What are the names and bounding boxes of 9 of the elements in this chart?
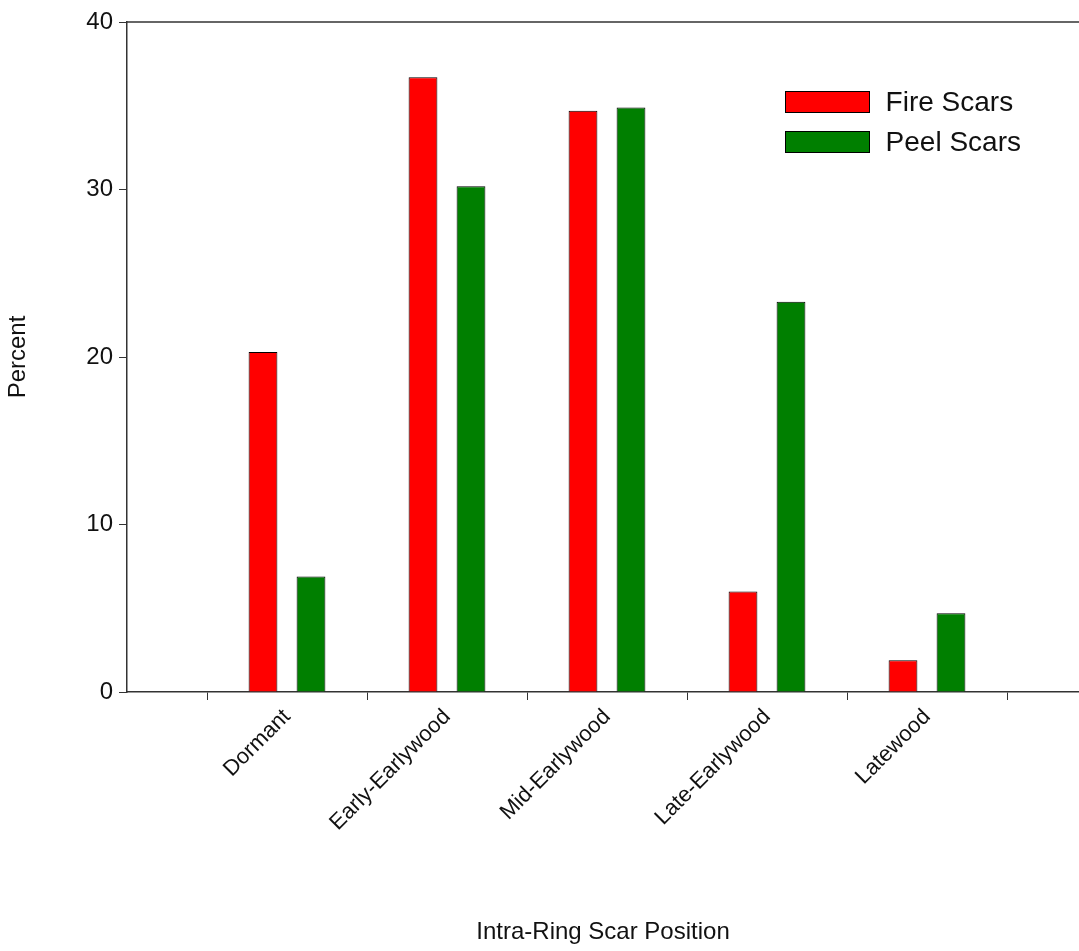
legend-label: Peel Scars — [885, 126, 1021, 158]
legend-label: Fire Scars — [885, 86, 1014, 118]
y-tick-label: 10 — [86, 509, 113, 537]
y-tick-label: 40 — [86, 6, 113, 34]
x-axis-title: Intra-Ring Scar Position — [476, 917, 730, 945]
y-tick-label: 20 — [86, 341, 113, 369]
y-tick-label: 0 — [99, 676, 113, 704]
y-tick-label: 30 — [86, 174, 113, 202]
y-axis-title: Percent — [3, 315, 31, 399]
